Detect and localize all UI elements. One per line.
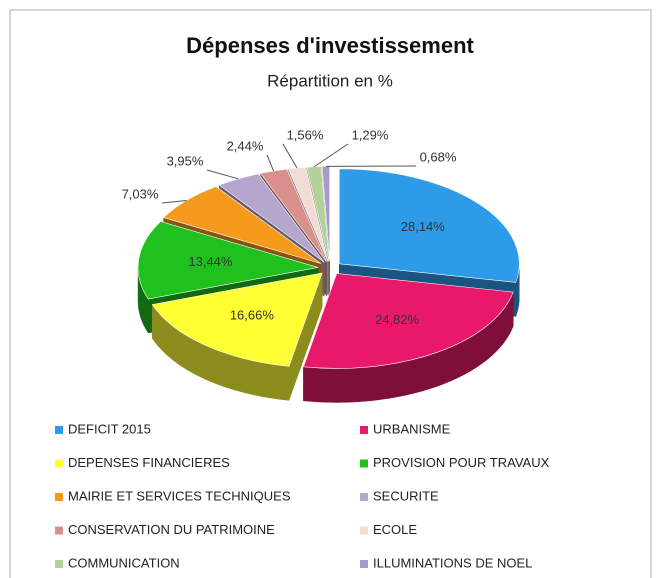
legend-label: DEFICIT 2015 (68, 421, 151, 436)
legend-swatch (360, 560, 368, 568)
legend-label: ECOLE (373, 522, 417, 537)
data-label: 16,66% (230, 308, 275, 323)
pie-slice (303, 273, 514, 369)
legend-swatch (55, 560, 63, 568)
leader-line (282, 143, 298, 169)
legend-label: MAIRIE ET SERVICES TECHNIQUES (68, 488, 291, 503)
data-label: 13,44% (188, 254, 233, 269)
leader-line (161, 199, 187, 204)
legend-label: SECURITE (373, 488, 439, 503)
chart-title: Dépenses d'investissement (186, 33, 474, 58)
data-label: 24,82% (375, 312, 420, 327)
pie-slice (137, 221, 319, 300)
legend-swatch (55, 459, 63, 468)
legend-swatch (360, 526, 368, 535)
data-label: 1,56% (287, 127, 324, 142)
legend-swatch (360, 426, 368, 434)
pie-slice (151, 272, 323, 367)
chart-subtitle: Répartition en % (267, 71, 393, 90)
pie-slice (338, 168, 520, 283)
legend-swatch (360, 459, 368, 468)
legend-swatch (360, 493, 368, 501)
data-label: 1,29% (352, 127, 389, 142)
pie-slice (306, 166, 330, 262)
legend-label: URBANISME (373, 421, 451, 436)
legend-label: DEPENSES FINANCIERES (68, 455, 230, 470)
data-label: 7,03% (122, 186, 159, 201)
legend-label: PROVISION POUR TRAVAUX (373, 455, 550, 470)
legend-label: COMMUNICATION (68, 555, 180, 570)
data-label: 28,14% (401, 219, 446, 234)
chart-border (9, 9, 652, 578)
legend-swatch (55, 526, 63, 535)
legend-swatch (55, 493, 63, 501)
legend-label: ILLUMINATIONS DE NOEL (373, 555, 532, 570)
data-label: 3,95% (167, 153, 204, 168)
pie-slice (287, 166, 329, 262)
leader-line (206, 169, 239, 180)
legend-label: CONSERVATION DU PATRIMOINE (68, 522, 275, 537)
legend-swatch (55, 426, 63, 434)
data-label: 2,44% (227, 138, 264, 153)
data-label: 0,68% (420, 149, 457, 164)
leader-line (266, 154, 275, 172)
leader-line (313, 143, 349, 168)
